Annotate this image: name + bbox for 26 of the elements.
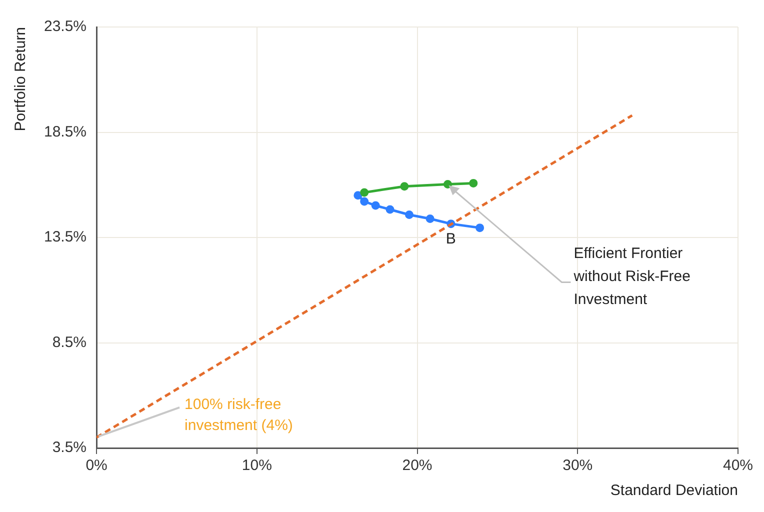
point: [360, 188, 369, 197]
annotation: Efficient Frontier without Risk-Free Investment: [572, 244, 690, 308]
annotation: 100% risk-free investment (4%): [184, 396, 293, 434]
y-tick-label: 8.5%: [52, 334, 87, 351]
y-tick-label: 18.5%: [44, 123, 87, 140]
y-tick-label: 3.5%: [52, 439, 87, 456]
point: [400, 182, 409, 191]
point: [360, 197, 369, 206]
point: [371, 201, 380, 210]
annotation: B: [446, 230, 456, 248]
point: [354, 191, 362, 200]
x-tick-label: 0%: [86, 457, 108, 474]
y-tick-label: 23.5%: [44, 18, 87, 36]
x-axis-title: Standard Deviation: [610, 482, 738, 500]
point: [426, 214, 434, 224]
point: [404, 210, 414, 220]
x-tick-label: 20%: [402, 457, 432, 474]
point: [443, 180, 452, 188]
point: [469, 178, 478, 188]
x-tick-label: 40%: [722, 457, 754, 474]
point: [476, 224, 484, 232]
point: [386, 205, 394, 214]
x-tick-label: 10%: [242, 457, 272, 474]
x-tick-label: 30%: [562, 457, 593, 474]
y-tick-label: 13.5%: [44, 228, 87, 246]
y-axis-title: Portfolio Return: [12, 27, 30, 132]
